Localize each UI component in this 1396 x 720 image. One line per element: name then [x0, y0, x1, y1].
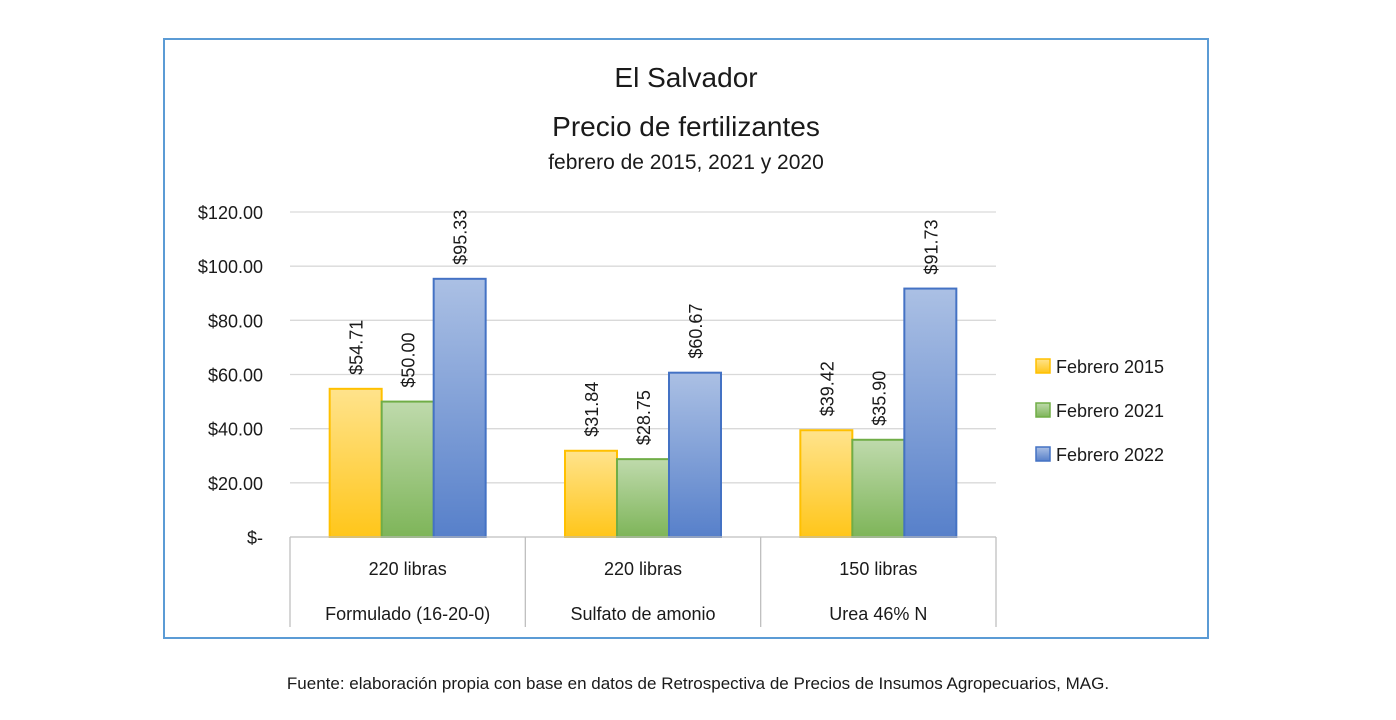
bar: [616, 458, 670, 538]
data-label: $60.67: [686, 304, 706, 359]
y-tick-label: $60.00: [208, 366, 263, 386]
bar: [432, 277, 487, 538]
x-tick-label-unit: 220 libras: [604, 559, 682, 579]
source-note: Fuente: elaboración propia con base en d…: [286, 674, 1110, 693]
data-label: $39.42: [817, 361, 837, 416]
legend-label: Febrero 2022: [1056, 445, 1164, 465]
y-tick-label: $120.00: [198, 203, 263, 223]
chart-title-line-2: Precio de fertilizantes: [552, 111, 820, 142]
data-label: $28.75: [634, 390, 654, 445]
x-tick-label-product: Urea 46% N: [829, 604, 927, 624]
data-label: $91.73: [921, 220, 941, 275]
data-label: $31.84: [582, 382, 602, 437]
bar: [564, 449, 618, 538]
bar: [668, 371, 722, 539]
legend-swatch: [1035, 446, 1051, 462]
y-tick-label: $20.00: [208, 474, 263, 494]
legend-label: Febrero 2015: [1056, 357, 1164, 377]
x-tick-label-product: Sulfato de amonio: [570, 604, 715, 624]
y-tick-label: $40.00: [208, 420, 263, 440]
legend-label: Febrero 2021: [1056, 401, 1164, 421]
legend-swatch: [1035, 402, 1051, 418]
chart-subtitle: febrero de 2015, 2021 y 2020: [548, 151, 824, 174]
bar: [903, 287, 958, 538]
data-label: $35.90: [869, 371, 889, 426]
data-label: $50.00: [399, 333, 419, 388]
bar: [328, 387, 383, 538]
bar: [799, 429, 854, 538]
x-tick-label-product: Formulado (16-20-0): [325, 604, 490, 624]
bar: [380, 400, 435, 539]
data-labels: $54.71 $50.00 $95.33 $31.84 $28.75 $60.67 $39.…: [347, 210, 942, 445]
y-tick-label: $80.00: [208, 311, 263, 331]
data-label: $54.71: [347, 320, 367, 375]
chart-title-line-1: El Salvador: [614, 62, 758, 93]
data-label: $95.33: [451, 210, 471, 265]
axes: $- $20.00 $40.00 $60.00 $80.00 $100.00 $120.00…: [198, 203, 997, 627]
x-tick-label-unit: 220 libras: [369, 559, 447, 579]
bars: [328, 277, 958, 539]
chart-frame: [163, 38, 1209, 639]
y-tick-label: $-: [247, 528, 263, 548]
bar: [851, 438, 906, 539]
x-tick-label-unit: 150 libras: [839, 559, 917, 579]
y-tick-label: $100.00: [198, 257, 263, 277]
legend-swatch: [1035, 358, 1051, 374]
legend: Febrero 2015 Febrero 2021 Febrero 2022: [1035, 357, 1164, 465]
